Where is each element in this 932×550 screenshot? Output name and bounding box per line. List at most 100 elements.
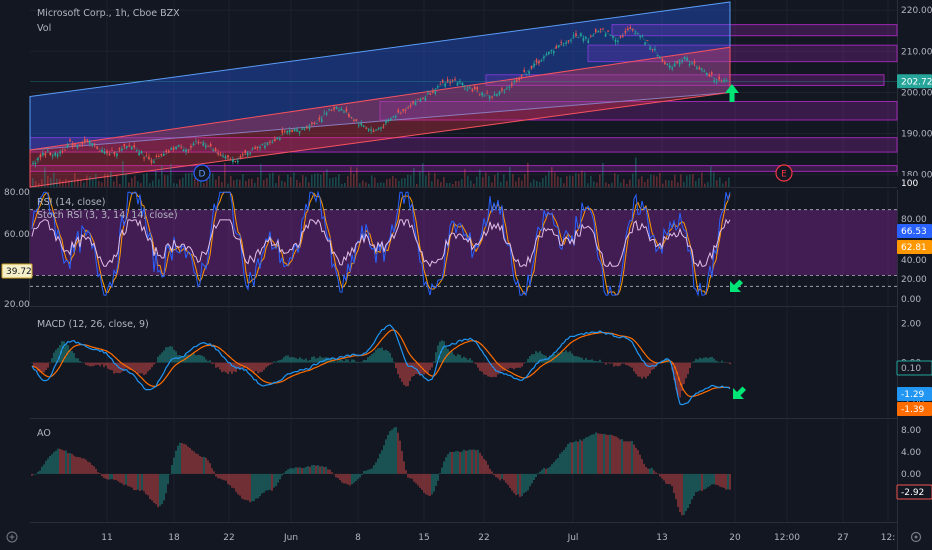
macd-histogram-bar — [511, 362, 513, 369]
volume-bar — [443, 176, 445, 187]
candle-body — [357, 125, 360, 126]
volume-bar — [134, 175, 136, 187]
candle-body — [79, 144, 81, 147]
volume-bar — [602, 162, 604, 187]
macd-histogram-bar — [681, 362, 683, 391]
ao-histogram-bar — [435, 473, 437, 486]
macd-histogram-bar — [337, 360, 339, 363]
rsi-pane[interactable]: RSI (14, close) Stoch RSI (3, 3, 14, 14,… — [30, 190, 897, 298]
macd-histogram-bar — [197, 354, 199, 363]
candle-body — [375, 129, 377, 131]
ao-histogram-bar — [335, 473, 337, 478]
macd-histogram-bar — [529, 355, 531, 363]
candle-body — [325, 113, 328, 115]
ao-histogram-bar — [201, 457, 203, 474]
ao-histogram-bar — [189, 447, 191, 474]
ao-histogram-bar — [351, 473, 353, 485]
candle-body — [234, 161, 237, 162]
volume-bar — [503, 174, 505, 187]
settings-gear-icon[interactable] — [910, 531, 922, 543]
ao-histogram-bar — [271, 473, 273, 491]
price-arrow-icon — [725, 84, 739, 102]
ao-histogram-bar — [693, 473, 695, 496]
ao-histogram-bar — [647, 468, 649, 474]
ao-histogram-bar — [157, 473, 159, 508]
ao-histogram-bar — [611, 434, 613, 474]
volume-bar — [344, 182, 346, 187]
volume-bar — [431, 181, 433, 187]
macd-histogram-bar — [69, 349, 71, 363]
candle-body — [283, 130, 286, 132]
volume-bar — [374, 177, 376, 187]
macd-histogram-bar — [635, 362, 637, 374]
ao-histogram-bar — [281, 473, 283, 476]
volume-bar — [686, 175, 688, 187]
ao-histogram-bar — [185, 444, 187, 474]
ao-histogram-bar — [145, 473, 147, 495]
macd-histogram-bar — [99, 362, 101, 367]
macd-histogram-bar — [619, 362, 621, 366]
volume-tag: 100 — [901, 179, 918, 189]
volume-bar — [533, 179, 535, 187]
ao-histogram-bar — [327, 469, 329, 474]
price-axis[interactable]: 220.00 210.00 200.00 190.00 180.00 — [901, 6, 932, 180]
candle-body — [575, 33, 577, 36]
macd-histogram-bar — [507, 362, 509, 370]
volume-bar — [191, 172, 193, 187]
candle-body — [39, 154, 42, 158]
ao-histogram-bar — [109, 473, 111, 480]
macd-pane[interactable]: MACD (12, 26, close, 9) — [31, 319, 746, 406]
rsi-right-axis[interactable]: 80.00 40.00 20.00 0.00 — [901, 215, 927, 305]
ao-histogram-bar — [649, 468, 651, 474]
ao-histogram-bar — [439, 473, 441, 474]
ao-histogram-bar — [497, 473, 499, 479]
ao-histogram-bar — [565, 447, 567, 474]
volume-bar — [311, 174, 313, 187]
price-tick-label: 180.00 — [901, 171, 932, 181]
stoch-d-tag: 62.81 — [901, 243, 927, 253]
macd-histogram-bar — [65, 344, 67, 363]
volume-bar — [53, 172, 55, 187]
volume-bar — [647, 179, 649, 187]
ao-histogram-bar — [381, 450, 383, 474]
macd-histogram-bar — [519, 362, 521, 368]
event-marker-circle — [775, 164, 793, 182]
ao-histogram-bar — [385, 439, 387, 474]
macd-histogram-bar — [283, 357, 285, 363]
macd-histogram-bar — [383, 350, 385, 363]
ao-pane[interactable]: AO — [31, 427, 731, 516]
ao-histogram-bar — [685, 473, 687, 512]
volume-bar — [692, 174, 694, 187]
ao-histogram-bar — [507, 473, 509, 485]
volume-bar — [593, 181, 595, 187]
candle-body — [385, 120, 387, 123]
time-axis[interactable]: 11 18 22 Jun 8 15 22 Jul 13 20 12:00 27 12: — [101, 533, 895, 543]
logo-icon[interactable] — [6, 531, 18, 543]
candle-body — [293, 128, 296, 132]
candle-body — [229, 159, 232, 161]
macd-title: MACD (12, 26, close, 9) — [37, 319, 149, 330]
ao-histogram-bar — [251, 473, 253, 502]
volume-bar — [671, 180, 673, 187]
candle-body — [271, 142, 274, 144]
macd-histogram-bar — [301, 358, 303, 363]
volume-bar — [95, 173, 97, 187]
candle-body — [436, 86, 439, 87]
candle-body — [155, 155, 158, 158]
macd-histogram-bar — [391, 357, 393, 363]
volume-bar — [677, 182, 679, 187]
candle-body — [370, 129, 372, 131]
macd-histogram-bar — [327, 357, 329, 363]
candle-body — [540, 60, 543, 62]
macd-histogram-bar — [315, 358, 317, 363]
ao-histogram-bar — [415, 473, 417, 484]
volume-bar — [563, 183, 565, 187]
ao-histogram-bar — [339, 473, 341, 481]
volume-bar — [572, 176, 574, 187]
macd-histogram-bar — [321, 357, 323, 363]
macd-histogram-bar — [335, 361, 337, 363]
time-tick-label: 20 — [729, 533, 741, 543]
